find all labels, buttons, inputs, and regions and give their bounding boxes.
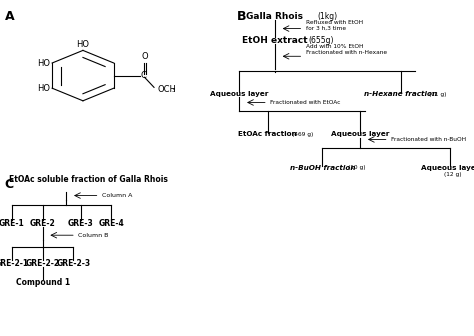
- Text: Column A: Column A: [102, 193, 132, 198]
- Text: EtOAc fraction: EtOAc fraction: [238, 131, 297, 137]
- Text: GRE-3: GRE-3: [68, 219, 93, 228]
- Text: (11 g): (11 g): [429, 92, 447, 96]
- Text: (10 g): (10 g): [348, 166, 366, 170]
- Text: Compound 1: Compound 1: [16, 278, 70, 287]
- Text: (469 g): (469 g): [292, 132, 313, 137]
- Text: HO: HO: [37, 84, 50, 93]
- Text: Aqueous layer: Aqueous layer: [331, 131, 390, 137]
- Text: HO: HO: [76, 40, 90, 49]
- Text: GRE-4: GRE-4: [99, 219, 124, 228]
- Text: Galla Rhois: Galla Rhois: [246, 12, 303, 21]
- Text: OCH: OCH: [157, 85, 176, 93]
- Text: B: B: [237, 10, 246, 23]
- Text: 3: 3: [172, 88, 175, 93]
- Text: HO: HO: [37, 58, 50, 68]
- Text: C: C: [141, 71, 146, 80]
- Text: (1kg): (1kg): [318, 12, 337, 21]
- Text: Fractionated with EtOAc: Fractionated with EtOAc: [270, 100, 340, 105]
- Text: (655g): (655g): [308, 36, 334, 45]
- Text: O: O: [142, 52, 148, 61]
- Text: C: C: [5, 178, 14, 191]
- Text: GRE-2-2: GRE-2-2: [26, 259, 60, 268]
- Text: EtOAc soluble fraction of Galla Rhois: EtOAc soluble fraction of Galla Rhois: [9, 175, 168, 184]
- Text: n-BuOH fraction: n-BuOH fraction: [290, 165, 355, 171]
- Text: Fractionated with n-BuOH: Fractionated with n-BuOH: [391, 137, 466, 142]
- Text: GRE-2: GRE-2: [30, 219, 55, 228]
- Text: GRE-1: GRE-1: [0, 219, 25, 228]
- Text: EtOH extract: EtOH extract: [242, 36, 308, 45]
- Text: n-Hexane fraction: n-Hexane fraction: [364, 91, 437, 97]
- Text: Column B: Column B: [78, 233, 109, 238]
- Text: A: A: [5, 10, 14, 23]
- Text: GRE-2-1: GRE-2-1: [0, 259, 29, 268]
- Text: Aqueous layer: Aqueous layer: [210, 91, 269, 97]
- Text: GRE-2-3: GRE-2-3: [56, 259, 91, 268]
- Text: (12 g): (12 g): [444, 172, 462, 177]
- Text: Aqueous layer: Aqueous layer: [421, 165, 474, 171]
- Text: Add with 10% EtOH
Fractionated with n-Hexane: Add with 10% EtOH Fractionated with n-He…: [306, 44, 387, 55]
- Text: Refluxed with EtOH
for 3 h,3 time: Refluxed with EtOH for 3 h,3 time: [306, 20, 363, 31]
